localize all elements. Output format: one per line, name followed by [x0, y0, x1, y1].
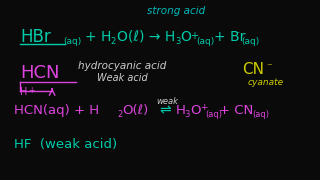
Text: + CN: + CN — [219, 104, 253, 117]
Text: HCN: HCN — [20, 64, 60, 82]
Text: cyanate: cyanate — [247, 78, 284, 87]
Text: O(ℓ): O(ℓ) — [123, 104, 149, 117]
Text: (aq): (aq) — [252, 110, 269, 119]
Text: ⁻: ⁻ — [235, 30, 240, 40]
Text: 2: 2 — [117, 110, 123, 119]
Text: (aq): (aq) — [241, 37, 259, 46]
Text: +: + — [190, 31, 198, 41]
Text: ⁻: ⁻ — [247, 103, 252, 112]
Text: H: H — [20, 87, 28, 97]
Text: ⁻: ⁻ — [266, 62, 272, 72]
Text: (aq): (aq) — [63, 37, 82, 46]
Text: 3: 3 — [175, 37, 180, 46]
Text: + Br: + Br — [214, 30, 245, 44]
Text: + H: + H — [85, 30, 112, 44]
Text: O: O — [190, 104, 201, 117]
Text: HBr: HBr — [20, 28, 51, 46]
Text: ⇌: ⇌ — [159, 103, 171, 117]
Text: 3: 3 — [185, 110, 190, 119]
Text: +: + — [28, 86, 34, 95]
Text: hydrocyanic acid: hydrocyanic acid — [78, 61, 166, 71]
Text: O(ℓ) → H: O(ℓ) → H — [117, 30, 175, 44]
Text: H: H — [176, 104, 186, 117]
Text: (aq): (aq) — [196, 37, 215, 46]
Text: weak: weak — [156, 97, 178, 106]
Text: +: + — [200, 103, 207, 112]
Text: strong acid: strong acid — [147, 6, 205, 16]
Text: (aq): (aq) — [205, 110, 222, 119]
Text: O: O — [180, 30, 191, 44]
Text: HCN(aq) + H: HCN(aq) + H — [14, 104, 99, 117]
Text: 2: 2 — [111, 37, 116, 46]
Text: HF  (weak acid): HF (weak acid) — [14, 138, 117, 150]
Text: CN: CN — [243, 62, 264, 77]
Text: Weak acid: Weak acid — [97, 73, 147, 84]
